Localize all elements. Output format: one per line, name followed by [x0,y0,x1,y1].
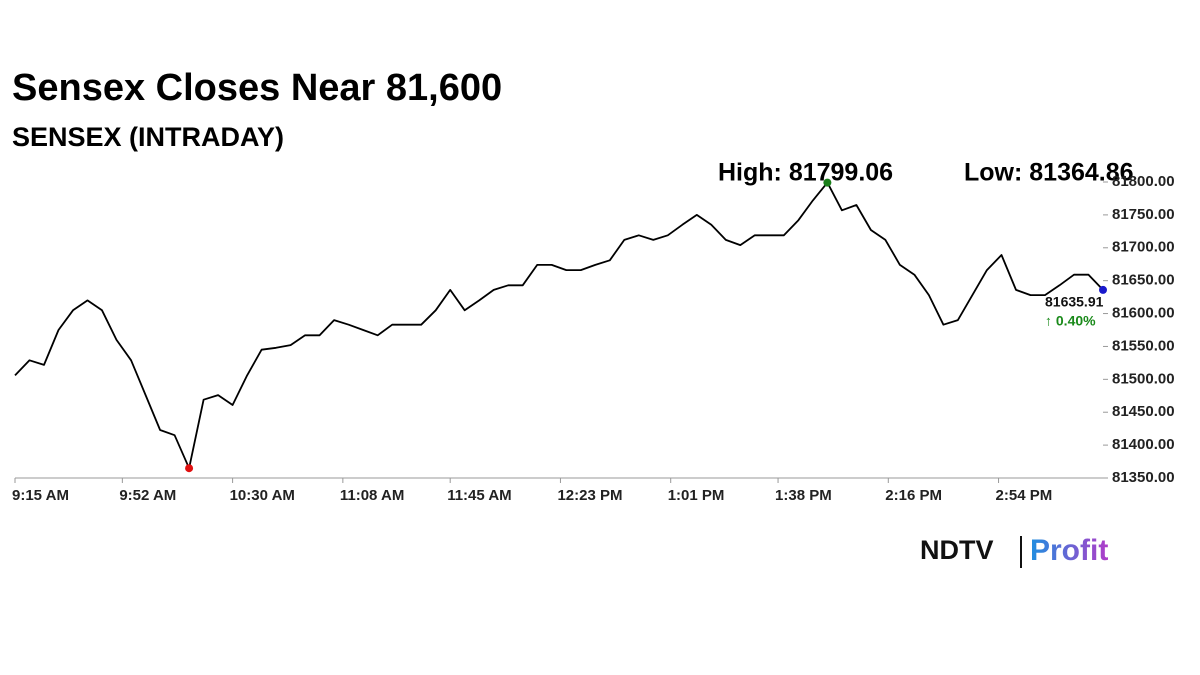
low-label: Low: 81364.86 [964,159,1134,187]
x-tick-label: 1:38 PM [775,487,832,504]
y-tick-label: 81550.00 [1112,337,1175,354]
chart-subtitle: SENSEX (INTRADAY) [12,122,284,152]
y-tick-label: 81400.00 [1112,436,1175,453]
x-tick-label: 12:23 PM [557,487,622,504]
x-tick-label: 11:08 AM [340,487,404,504]
high-marker [823,178,832,187]
x-tick-label: 10:30 AM [230,487,295,504]
chart-title: Sensex Closes Near 81,600 [12,67,502,109]
y-tick-label: 81500.00 [1112,370,1175,387]
y-tick-label: 81600.00 [1112,305,1175,322]
y-tick-label: 81450.00 [1112,403,1175,420]
logo-left: NDTV [920,535,994,565]
y-tick-label: 81700.00 [1112,239,1175,256]
x-tick-label: 2:16 PM [885,487,942,504]
low-marker [185,464,194,473]
logo-right: Profit [1030,534,1108,567]
y-tick-label: 81350.00 [1112,469,1175,486]
y-tick-label: 81650.00 [1112,272,1175,289]
x-tick-label: 2:54 PM [996,487,1053,504]
x-tick-label: 9:15 AM [12,487,69,504]
x-tick-label: 9:52 AM [119,487,176,504]
y-tick-label: 81800.00 [1112,173,1175,190]
x-tick-label: 11:45 AM [447,487,511,504]
high-label: High: 81799.06 [718,159,893,187]
close-marker [1099,285,1107,294]
change-label: ↑ 0.40% [1045,313,1096,329]
close-value-label: 81635.91 [1045,294,1104,310]
price-line [14,181,1104,470]
x-tick-label: 1:01 PM [668,487,725,504]
y-tick-label: 81750.00 [1112,206,1175,223]
